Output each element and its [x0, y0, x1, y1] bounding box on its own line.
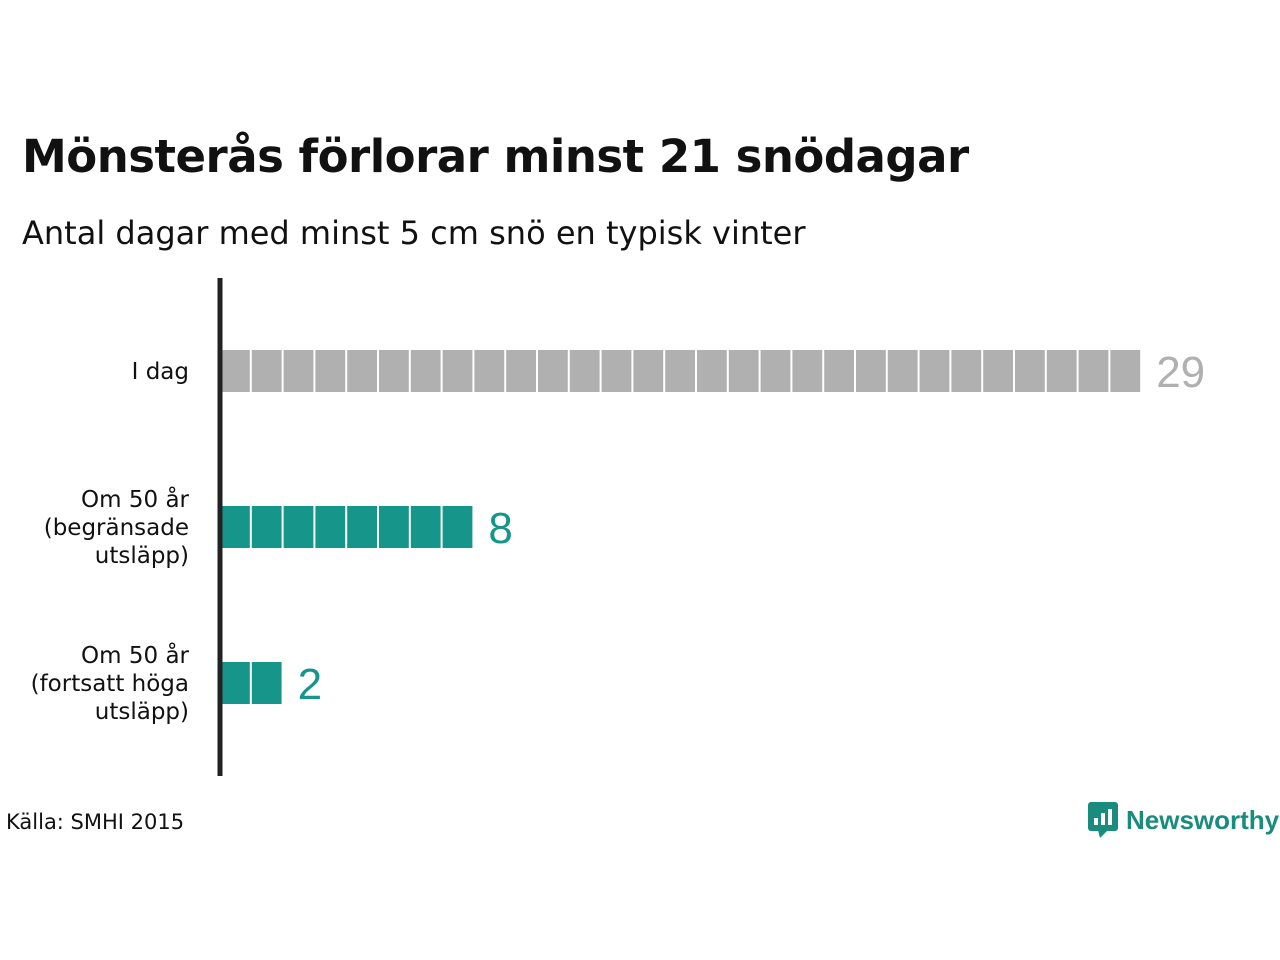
bar-unit-square — [315, 506, 346, 548]
bar-unit-square — [1046, 350, 1077, 392]
bar-unit-square — [379, 506, 409, 548]
bar-unit-square — [379, 350, 409, 392]
bar-unit-square — [442, 350, 473, 392]
category-label: (fortsatt höga — [31, 671, 189, 697]
bar-unit-square — [283, 506, 314, 548]
bar-unit-square — [697, 350, 727, 392]
bar-unit-square — [569, 350, 600, 392]
bar-unit-square — [283, 350, 314, 392]
bar-unit-square — [728, 350, 759, 392]
bar-unit-square — [315, 350, 346, 392]
bar-unit-square — [633, 350, 664, 392]
bar-unit-square — [824, 350, 854, 392]
category-label: (begränsade — [44, 515, 189, 541]
data-label: 29 — [1156, 348, 1205, 397]
bar-unit-square — [1015, 350, 1045, 392]
brand-name: Newsworthy — [1126, 804, 1280, 835]
bar-unit-square — [856, 350, 886, 392]
bar-unit-square — [251, 506, 282, 548]
bar-unit-square — [410, 506, 441, 548]
bar-unit-square — [887, 350, 918, 392]
bar-unit-square — [442, 506, 473, 548]
bar-unit-square — [1078, 350, 1109, 392]
bar-unit-square — [410, 350, 441, 392]
bar-unit-square — [1110, 350, 1141, 392]
bar-unit-square — [506, 350, 536, 392]
bar-unit-square — [220, 662, 250, 704]
bar-unit-square — [538, 350, 568, 392]
bar-chart-speech-bubble-icon — [1088, 802, 1118, 838]
category-label: I dag — [132, 359, 189, 385]
category-label: utsläpp) — [95, 543, 189, 569]
bar-unit-square — [251, 662, 282, 704]
bar-unit-square — [474, 350, 505, 392]
chart-title: Mönsterås förlorar minst 21 snödagar — [22, 130, 969, 183]
source-note: Källa: SMHI 2015 — [6, 810, 185, 834]
bar-unit-square — [220, 350, 250, 392]
bar-unit-square — [665, 350, 695, 392]
data-label: 2 — [298, 660, 322, 709]
bar-unit-square — [951, 350, 982, 392]
bar-unit-square — [220, 506, 250, 548]
category-label: utsläpp) — [95, 699, 189, 725]
brand-logo: Newsworthy — [1088, 802, 1279, 838]
bar-unit-square — [919, 350, 950, 392]
category-label: Om 50 år — [81, 641, 189, 669]
bar-unit-square — [347, 506, 377, 548]
bar-unit-square — [983, 350, 1013, 392]
bar-unit-square — [792, 350, 823, 392]
chart-subtitle: Antal dagar med minst 5 cm snö en typisk… — [22, 214, 806, 252]
category-label: Om 50 år — [81, 485, 189, 513]
bar-unit-square — [601, 350, 632, 392]
bar-unit-square — [760, 350, 791, 392]
bar-unit-square — [251, 350, 282, 392]
data-label: 8 — [488, 504, 512, 553]
bar-unit-square — [347, 350, 377, 392]
